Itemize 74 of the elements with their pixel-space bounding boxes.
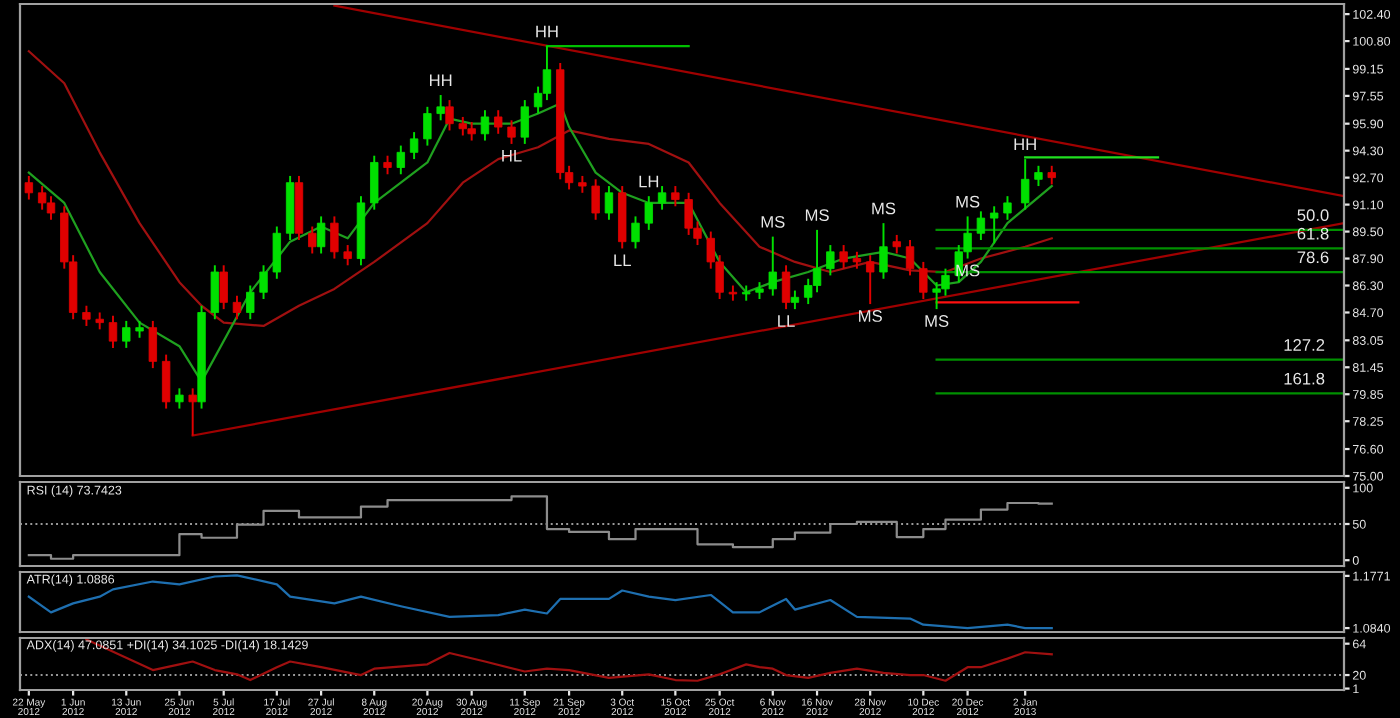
candlestick <box>507 119 516 145</box>
annotation: HH <box>536 25 558 38</box>
candlestick <box>919 260 928 300</box>
candlestick <box>409 131 419 161</box>
candlestick <box>46 195 56 221</box>
candlestick <box>383 154 392 176</box>
candlestick <box>812 228 822 294</box>
candlestick <box>24 174 34 201</box>
annotation: MS <box>805 209 829 222</box>
annotation: LH <box>639 175 659 188</box>
candlestick <box>892 233 901 255</box>
candlestick <box>839 244 848 270</box>
annotation: LL <box>778 315 795 327</box>
candlestick <box>188 387 197 437</box>
annotation: MS <box>956 264 980 277</box>
annotation: HH <box>1014 138 1036 151</box>
annotation: 127.2 <box>1284 339 1325 351</box>
annotation: MS <box>761 215 785 228</box>
annotation: MS <box>859 310 882 322</box>
annotation: 50.0 <box>1297 209 1329 222</box>
candlestick <box>542 45 552 102</box>
annotation: 78.6 <box>1297 251 1329 264</box>
candlestick <box>246 284 255 321</box>
candlestick <box>445 99 454 132</box>
candlestick <box>781 264 791 311</box>
candlestick <box>494 109 503 135</box>
candlestick <box>308 225 317 255</box>
candlestick <box>370 154 379 211</box>
candlestick <box>671 185 680 208</box>
candlestick <box>631 215 640 250</box>
candlestick <box>259 264 268 300</box>
candlestick <box>1034 164 1043 188</box>
candlestick <box>436 94 445 122</box>
candlestick <box>1020 158 1030 211</box>
candlestick <box>768 235 777 297</box>
candlestick <box>976 210 986 241</box>
candlestick <box>1047 164 1056 186</box>
annotation: HH <box>430 74 452 87</box>
candlestick <box>591 178 600 221</box>
candlestick <box>644 195 653 231</box>
line-series <box>27 574 1053 630</box>
candlestick <box>866 254 875 306</box>
candlestick <box>219 264 228 311</box>
candlestick <box>879 222 888 280</box>
candlestick <box>108 314 118 349</box>
candlestick <box>82 304 91 327</box>
candlestick <box>1003 195 1012 221</box>
annotation: MS <box>956 195 980 208</box>
line-series <box>27 50 1053 328</box>
candlestick <box>657 185 667 211</box>
candlestick <box>520 99 529 145</box>
annotation: MS <box>925 315 949 327</box>
candlestick <box>210 264 220 321</box>
candlestick <box>396 144 405 176</box>
candlestick <box>990 205 999 245</box>
annotation: 161.8 <box>1284 372 1325 385</box>
candlestick <box>272 225 282 280</box>
candlestick <box>423 105 432 147</box>
candlestick <box>343 244 352 267</box>
annotation: MS <box>872 202 896 215</box>
annotation: LL <box>614 254 631 267</box>
candlestick <box>316 215 326 255</box>
candlestick <box>148 319 158 370</box>
candlestick <box>480 109 490 142</box>
candlestick <box>604 185 614 221</box>
candlestick <box>175 387 184 410</box>
candlestick <box>161 353 171 410</box>
candlestick <box>905 239 915 277</box>
annotation: 61.8 <box>1297 227 1329 240</box>
candlestick <box>232 294 242 321</box>
candlestick <box>330 215 339 260</box>
candlestick <box>122 319 131 349</box>
candlestick <box>826 244 835 277</box>
candlestick <box>790 289 800 311</box>
